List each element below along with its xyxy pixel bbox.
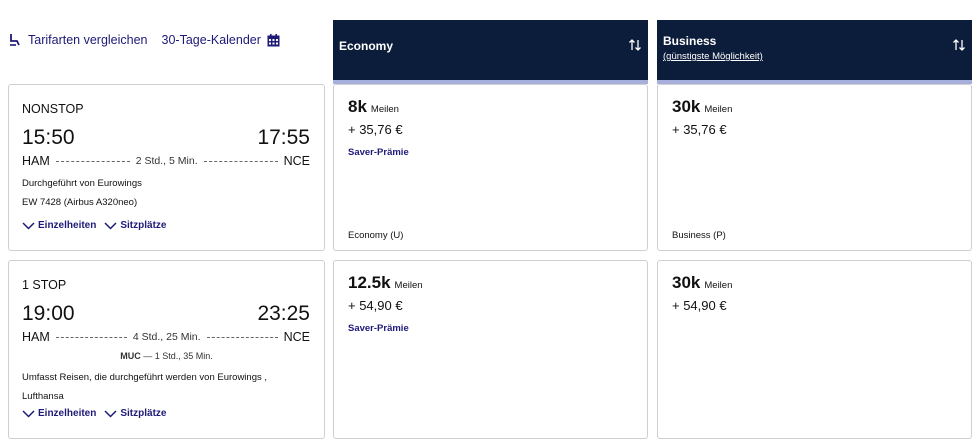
business-column-header[interactable]: Business (günstigste Möglichkeit): [657, 20, 972, 84]
operator-info: Durchgeführt von Eurowings EW 7428 (Airb…: [22, 174, 284, 212]
details-label: Einzelheiten: [38, 408, 97, 419]
sort-arrows-icon[interactable]: [952, 38, 966, 52]
chevron-down-icon: [104, 221, 117, 230]
flight-links: Einzelheiten Sitzplätze: [22, 220, 166, 231]
departure-time: 19:00: [22, 302, 75, 325]
booking-class: Business (P): [672, 230, 726, 241]
route-line: HAM 2 Std., 5 Min. NCE: [22, 154, 310, 168]
miles-unit: Meilen: [704, 280, 733, 291]
stops-label: NONSTOP: [22, 102, 84, 116]
operated-by: Umfasst Reisen, die durchgeführt werden …: [22, 372, 268, 402]
flight-number: EW 7428 (Airbus A320neo): [22, 197, 138, 208]
chevron-down-icon: [22, 221, 35, 230]
stopover-duration: — 1 Std., 35 Min.: [140, 351, 213, 361]
details-link[interactable]: Einzelheiten: [22, 408, 96, 419]
departure-time: 15:50: [22, 126, 75, 149]
calendar-icon: [267, 33, 280, 47]
miles-amount: 30k Meilen: [672, 97, 732, 117]
stopover-info: MUC — 1 Std., 35 Min.: [9, 351, 324, 361]
arrival-time: 17:55: [257, 126, 310, 149]
miles-amount: 8k Meilen: [348, 97, 399, 117]
saver-award-label: Saver-Prämie: [348, 147, 409, 158]
miles-unit: Meilen: [704, 104, 733, 115]
origin-airport: HAM: [22, 330, 50, 344]
compare-fares-label: Tarifarten vergleichen: [28, 33, 148, 47]
miles-value: 12.5k: [348, 273, 391, 292]
destination-airport: NCE: [283, 330, 311, 344]
operator-info: Umfasst Reisen, die durchgeführt werden …: [22, 368, 284, 406]
seats-link[interactable]: Sitzplätze: [104, 220, 166, 231]
details-label: Einzelheiten: [38, 220, 97, 231]
compare-fares-link[interactable]: Tarifarten vergleichen: [8, 33, 148, 47]
miles-value: 30k: [672, 97, 701, 116]
origin-airport: HAM: [22, 154, 50, 168]
fare-price: + 35,76 €: [348, 122, 403, 137]
business-title: Business: [663, 34, 717, 48]
economy-title: Economy: [339, 39, 394, 53]
economy-fare-cell[interactable]: 8k Meilen + 35,76 € Saver-Prämie Economy…: [333, 84, 648, 251]
chevron-down-icon: [104, 409, 117, 418]
business-subtitle[interactable]: (günstigste Möglichkeit): [663, 51, 763, 62]
flight-card[interactable]: 1 STOP 19:00 23:25 HAM 4 Std., 25 Min. N…: [8, 260, 325, 439]
miles-amount: 30k Meilen: [672, 273, 732, 293]
calendar-link[interactable]: 30-Tage-Kalender: [162, 33, 280, 47]
business-fare-cell[interactable]: 30k Meilen + 35,76 € Business (P): [657, 84, 972, 251]
route-line: HAM 4 Std., 25 Min. NCE: [22, 330, 310, 344]
economy-fare-cell[interactable]: 12.5k Meilen + 54,90 € Saver-Prämie: [333, 260, 648, 439]
details-link[interactable]: Einzelheiten: [22, 220, 96, 231]
economy-column-header[interactable]: Economy: [333, 20, 648, 84]
chevron-down-icon: [22, 409, 35, 418]
business-fare-cell[interactable]: 30k Meilen + 54,90 €: [657, 260, 972, 439]
route-divider: [55, 160, 130, 162]
miles-value: 8k: [348, 97, 367, 116]
miles-unit: Meilen: [370, 104, 399, 115]
flight-duration: 4 Std., 25 Min.: [132, 331, 201, 343]
flight-links: Einzelheiten Sitzplätze: [22, 408, 166, 419]
miles-amount: 12.5k Meilen: [348, 273, 423, 293]
route-divider: [206, 336, 278, 338]
stops-label: 1 STOP: [22, 278, 67, 292]
miles-unit: Meilen: [394, 280, 423, 291]
route-divider: [203, 160, 278, 162]
seats-label: Sitzplätze: [120, 408, 167, 419]
flight-card[interactable]: NONSTOP 15:50 17:55 HAM 2 Std., 5 Min. N…: [8, 84, 325, 251]
flight-duration: 2 Std., 5 Min.: [135, 155, 198, 167]
stopover-airport: MUC: [120, 351, 141, 361]
miles-value: 30k: [672, 273, 701, 292]
fare-price: + 54,90 €: [348, 298, 403, 313]
arrival-time: 23:25: [257, 302, 310, 325]
seat-icon: [8, 33, 22, 47]
seats-label: Sitzplätze: [120, 220, 167, 231]
operated-by: Durchgeführt von Eurowings: [22, 178, 142, 189]
booking-class: Economy (U): [348, 230, 404, 241]
calendar-label: 30-Tage-Kalender: [161, 33, 261, 47]
destination-airport: NCE: [283, 154, 310, 168]
saver-award-label: Saver-Prämie: [348, 323, 409, 334]
route-divider: [55, 336, 127, 338]
fare-price: + 35,76 €: [672, 122, 727, 137]
fare-toolbar: Tarifarten vergleichen 30-Tage-Kalender: [8, 33, 280, 47]
sort-arrows-icon[interactable]: [628, 38, 642, 52]
fare-price: + 54,90 €: [672, 298, 727, 313]
seats-link[interactable]: Sitzplätze: [104, 408, 166, 419]
